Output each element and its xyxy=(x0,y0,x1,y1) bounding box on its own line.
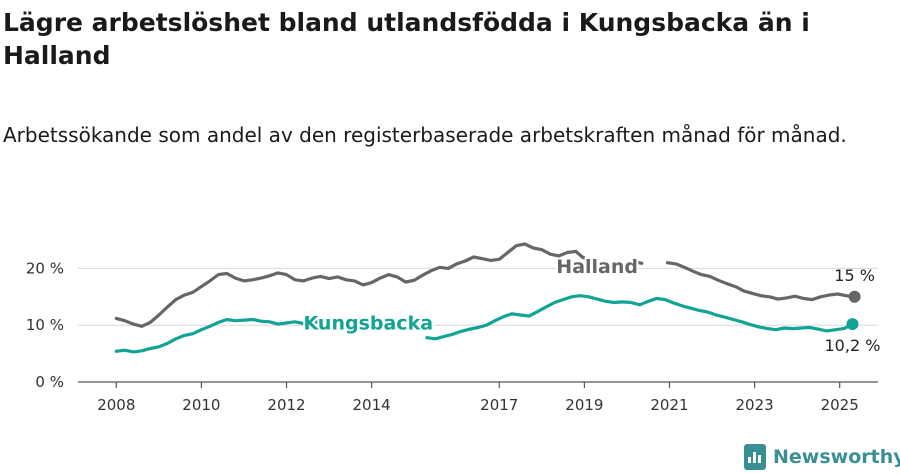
x-tick-label: 2010 xyxy=(182,396,220,414)
x-tick-label: 2012 xyxy=(267,396,305,414)
series-line-kungsbacka xyxy=(425,294,855,341)
chart-subtitle: Arbetssökande som andel av den registerb… xyxy=(3,123,847,147)
x-tick-label: 2025 xyxy=(821,396,859,414)
gridlines xyxy=(78,267,878,326)
chart-title: Lägre arbetslöshet bland utlandsfödda i … xyxy=(3,8,810,70)
end-value-kungsbacka: 10,2 % xyxy=(825,336,881,355)
y-tick-label: 0 % xyxy=(35,373,64,391)
x-tick-label: 2023 xyxy=(736,396,774,414)
end-point-kungsbacka xyxy=(846,318,859,331)
x-tick-label: 2021 xyxy=(650,396,688,414)
series-line-halland xyxy=(665,261,857,302)
brand-name: Newsworthy xyxy=(773,446,900,468)
end-value-halland: 15 % xyxy=(834,266,875,285)
x-axis: 2008 2010 2012 2014 2017 2019 2021 2023 2025 xyxy=(78,381,878,414)
series-labels: Halland Kungsbacka 15 % 10,2 % xyxy=(302,254,881,355)
series-label-kungsbacka: Kungsbacka xyxy=(304,313,434,335)
end-point-halland xyxy=(848,290,861,303)
newsworthy-logo: Newsworthy xyxy=(744,443,900,471)
y-tick-label: 20 % xyxy=(26,259,64,277)
x-tick-label: 2019 xyxy=(565,396,603,414)
x-tick-label: 2017 xyxy=(480,396,518,414)
series-line-kungsbacka xyxy=(114,317,340,354)
y-tick-label: 10 % xyxy=(26,316,64,334)
series-lines xyxy=(114,242,861,354)
x-tick-label: 2008 xyxy=(97,396,135,414)
x-tick-label: 2014 xyxy=(353,396,391,414)
logo-icon xyxy=(744,444,766,470)
series-line-halland xyxy=(623,260,644,267)
series-label-halland: Halland xyxy=(556,256,638,278)
y-axis-tick-labels: 0 % 10 % 20 % xyxy=(26,259,64,391)
series-line-halland xyxy=(114,242,601,328)
